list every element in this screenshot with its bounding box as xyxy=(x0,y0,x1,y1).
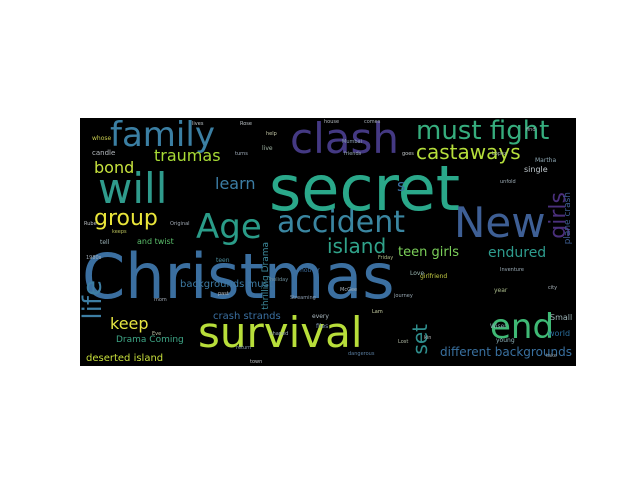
cloud-word: island xyxy=(327,234,387,258)
cloud-word: group xyxy=(94,206,158,231)
cloud-word: Rose xyxy=(240,121,252,127)
cloud-word: mom xyxy=(154,297,167,303)
cloud-word: Rube xyxy=(84,221,97,227)
cloud-word: will xyxy=(98,164,168,213)
cloud-word: teen xyxy=(216,257,230,264)
cloud-word: Small xyxy=(550,313,573,322)
cloud-word: past xyxy=(218,291,229,297)
cloud-word: endured xyxy=(488,245,547,261)
cloud-word: Streaming xyxy=(290,295,316,301)
cloud-word: return xyxy=(236,345,252,351)
word-cloud: Christmas secret survival will New clash famil… xyxy=(80,118,576,366)
cloud-word: Wiser xyxy=(490,323,507,330)
cloud-word: Martha xyxy=(535,157,557,164)
cloud-word: files xyxy=(316,323,329,330)
cloud-word: Mumbai xyxy=(342,139,362,145)
cloud-word: teen girls xyxy=(398,245,460,260)
cloud-word: girlfriend xyxy=(420,273,448,280)
cloud-word: 1980s xyxy=(86,255,102,261)
cloud-word: accident xyxy=(277,205,405,240)
cloud-word: tell xyxy=(100,239,110,246)
cloud-word: lives xyxy=(192,121,204,127)
cloud-word: live xyxy=(262,145,273,152)
cloud-word: castaways xyxy=(416,140,521,164)
cloud-word: deserted island xyxy=(86,353,164,364)
cloud-word: end xyxy=(490,307,555,347)
cloud-word: Age xyxy=(196,207,262,247)
cloud-word: keep xyxy=(110,314,149,333)
cloud-word: holiday xyxy=(270,277,289,283)
cloud-word: whose xyxy=(92,135,112,142)
cloud-word: Lost xyxy=(398,339,409,345)
cloud-word: Inventure xyxy=(500,267,524,273)
cloud-word: plane crash xyxy=(563,192,573,245)
cloud-word: comes xyxy=(364,119,381,125)
cloud-word: turns xyxy=(235,151,248,157)
cloud-word: traumas xyxy=(154,146,221,165)
cloud-word: unfold xyxy=(500,179,516,185)
cloud-word: learn xyxy=(215,174,256,193)
cloud-word: Love xyxy=(410,270,425,277)
cloud-word: house xyxy=(324,119,340,125)
cloud-word: Lam xyxy=(372,309,383,315)
cloud-word: single xyxy=(524,165,548,174)
cloud-word: secret xyxy=(269,152,461,225)
cloud-word: candle xyxy=(92,149,116,157)
cloud-word: Drama Coming xyxy=(116,335,184,345)
cloud-word: Christmas xyxy=(82,240,395,313)
cloud-word: crash strands xyxy=(213,311,281,322)
cloud-word: year xyxy=(494,287,508,294)
cloud-word: thrilling Drama xyxy=(261,242,271,310)
cloud-word: town xyxy=(250,359,263,365)
cloud-word: different backgrounds xyxy=(440,345,573,359)
cloud-word: goes xyxy=(402,151,414,157)
cloud-word: take xyxy=(546,353,557,359)
cloud-word: Friday xyxy=(378,255,394,261)
cloud-word: keeps xyxy=(112,229,127,235)
cloud-word: find xyxy=(526,127,536,133)
cloud-word: Eve xyxy=(152,331,162,337)
cloud-word: dangerous xyxy=(348,351,375,357)
cloud-word: help xyxy=(266,131,277,137)
cloud-word: McGee xyxy=(340,287,358,293)
cloud-word: must fight xyxy=(416,118,550,146)
cloud-word: city xyxy=(548,285,558,291)
cloud-word: and twist xyxy=(137,237,174,246)
cloud-word: New xyxy=(454,198,546,247)
cloud-word: shaped xyxy=(270,331,289,337)
cloud-word: world xyxy=(548,329,571,338)
cloud-word: Lopez xyxy=(492,151,507,157)
cloud-word: friends xyxy=(344,151,362,157)
cloud-word: life xyxy=(80,280,108,320)
cloud-word: survival xyxy=(198,308,363,357)
cloud-word: backgrounds must xyxy=(180,279,273,290)
cloud-word: journey xyxy=(394,293,413,299)
cloud-word: mother xyxy=(298,267,320,274)
cloud-word: Original xyxy=(170,221,190,227)
cloud-word: kin xyxy=(424,335,432,341)
cloud-word: bond xyxy=(94,158,135,177)
cloud-word: every xyxy=(312,313,329,320)
cloud-word: young xyxy=(496,337,515,344)
cloud-word: clash xyxy=(290,118,399,163)
cloud-word: s xyxy=(397,176,406,195)
cloud-word: family xyxy=(110,118,215,155)
